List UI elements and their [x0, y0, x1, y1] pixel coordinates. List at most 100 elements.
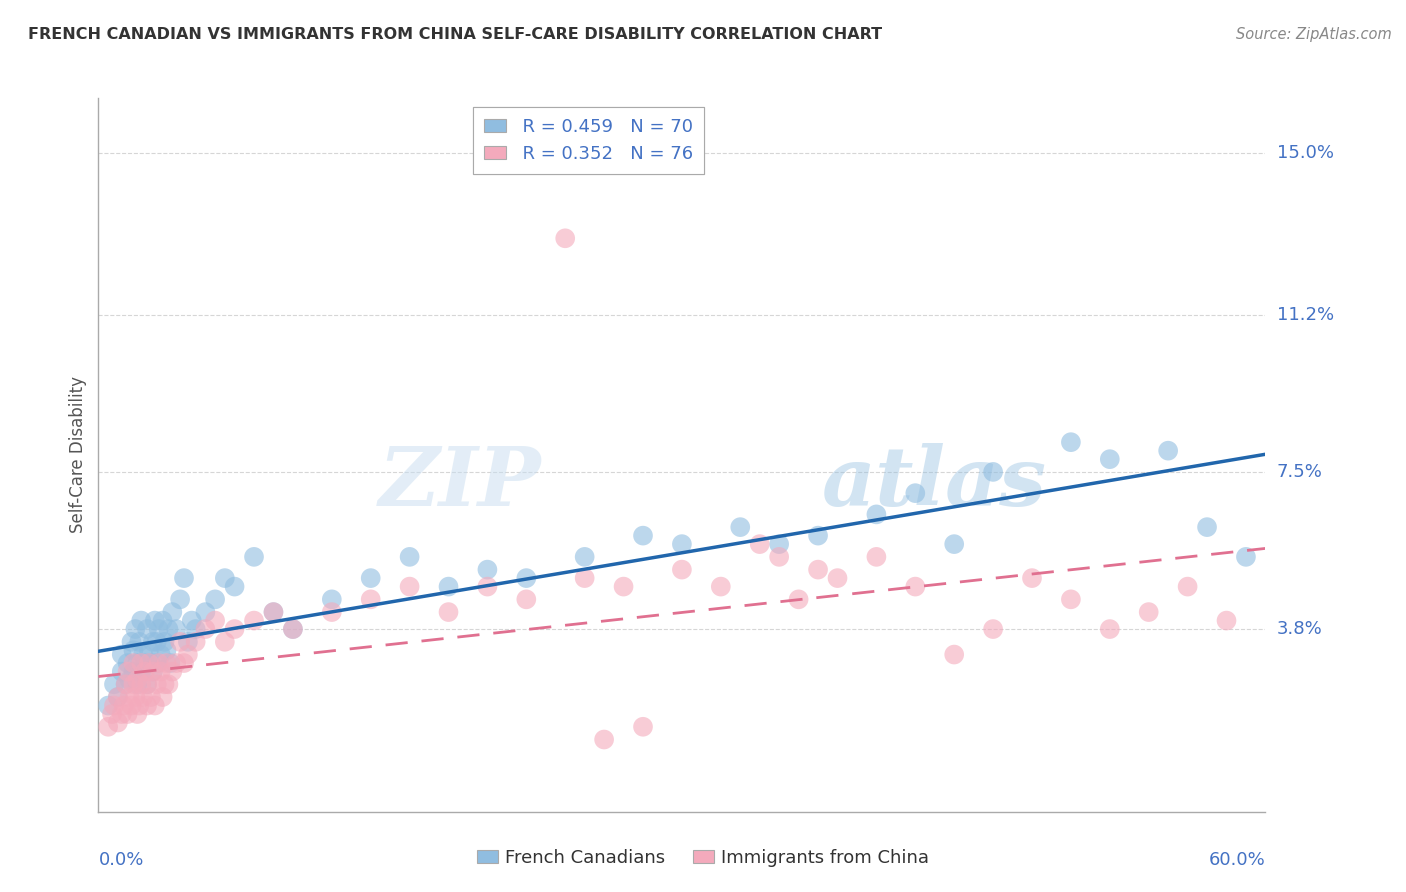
Point — [138, 656, 160, 670]
Point — [807, 563, 830, 577]
Text: 0.0%: 0.0% — [98, 851, 143, 869]
Point — [437, 605, 460, 619]
Point — [321, 605, 343, 619]
Point — [477, 563, 499, 577]
Point — [224, 580, 246, 594]
Point — [138, 643, 160, 657]
Text: 3.8%: 3.8% — [1277, 620, 1322, 638]
Point — [114, 677, 136, 691]
Point — [132, 648, 155, 662]
Point — [1234, 549, 1257, 564]
Point — [321, 592, 343, 607]
Point — [107, 715, 129, 730]
Point — [398, 580, 420, 594]
Point — [142, 665, 165, 679]
Point — [1215, 614, 1237, 628]
Point — [194, 605, 217, 619]
Point — [631, 720, 654, 734]
Point — [904, 580, 927, 594]
Point — [148, 656, 170, 670]
Point — [146, 635, 169, 649]
Point — [262, 605, 284, 619]
Point — [107, 690, 129, 704]
Y-axis label: Self-Care Disability: Self-Care Disability — [69, 376, 87, 533]
Point — [127, 673, 149, 687]
Point — [152, 690, 174, 704]
Point — [136, 677, 159, 691]
Point — [136, 698, 159, 713]
Text: 15.0%: 15.0% — [1277, 145, 1333, 162]
Point — [129, 677, 152, 691]
Point — [243, 549, 266, 564]
Point — [111, 648, 134, 662]
Point — [111, 706, 134, 721]
Point — [122, 665, 145, 679]
Point — [981, 465, 1004, 479]
Point — [148, 622, 170, 636]
Point — [129, 656, 152, 670]
Point — [243, 614, 266, 628]
Point — [127, 677, 149, 691]
Point — [214, 635, 236, 649]
Point — [162, 605, 184, 619]
Text: FRENCH CANADIAN VS IMMIGRANTS FROM CHINA SELF-CARE DISABILITY CORRELATION CHART: FRENCH CANADIAN VS IMMIGRANTS FROM CHINA… — [28, 27, 882, 42]
Point — [360, 592, 382, 607]
Point — [360, 571, 382, 585]
Point — [943, 537, 966, 551]
Point — [111, 665, 134, 679]
Point — [173, 571, 195, 585]
Point — [593, 732, 616, 747]
Point — [146, 677, 169, 691]
Point — [122, 677, 145, 691]
Point — [124, 622, 146, 636]
Point — [103, 677, 125, 691]
Point — [515, 592, 537, 607]
Point — [157, 677, 180, 691]
Point — [768, 549, 790, 564]
Point — [224, 622, 246, 636]
Point — [807, 528, 830, 542]
Point — [748, 537, 770, 551]
Point — [153, 677, 176, 691]
Text: ZIP: ZIP — [380, 443, 541, 524]
Point — [112, 698, 135, 713]
Point — [97, 720, 120, 734]
Point — [165, 622, 187, 636]
Point — [1060, 592, 1083, 607]
Point — [122, 643, 145, 657]
Text: 60.0%: 60.0% — [1209, 851, 1265, 869]
Text: Source: ZipAtlas.com: Source: ZipAtlas.com — [1236, 27, 1392, 42]
Point — [128, 635, 150, 649]
Point — [177, 648, 200, 662]
Point — [1098, 622, 1121, 636]
Point — [101, 706, 124, 721]
Text: atlas: atlas — [823, 443, 1047, 524]
Point — [1177, 580, 1199, 594]
Legend:   R = 0.459   N = 70,   R = 0.352   N = 76: R = 0.459 N = 70, R = 0.352 N = 76 — [472, 107, 704, 174]
Point — [631, 528, 654, 542]
Point — [128, 698, 150, 713]
Point — [155, 643, 177, 657]
Point — [139, 656, 162, 670]
Point — [1137, 605, 1160, 619]
Point — [204, 592, 226, 607]
Point — [153, 635, 176, 649]
Point — [134, 656, 156, 670]
Point — [134, 665, 156, 679]
Point — [437, 580, 460, 594]
Point — [262, 605, 284, 619]
Point — [827, 571, 849, 585]
Point — [554, 231, 576, 245]
Point — [152, 614, 174, 628]
Point — [184, 635, 207, 649]
Point — [904, 486, 927, 500]
Point — [118, 673, 141, 687]
Point — [142, 635, 165, 649]
Point — [114, 677, 136, 691]
Point — [124, 690, 146, 704]
Point — [121, 635, 143, 649]
Point — [149, 648, 172, 662]
Point — [136, 677, 159, 691]
Point — [146, 656, 169, 670]
Point — [730, 520, 752, 534]
